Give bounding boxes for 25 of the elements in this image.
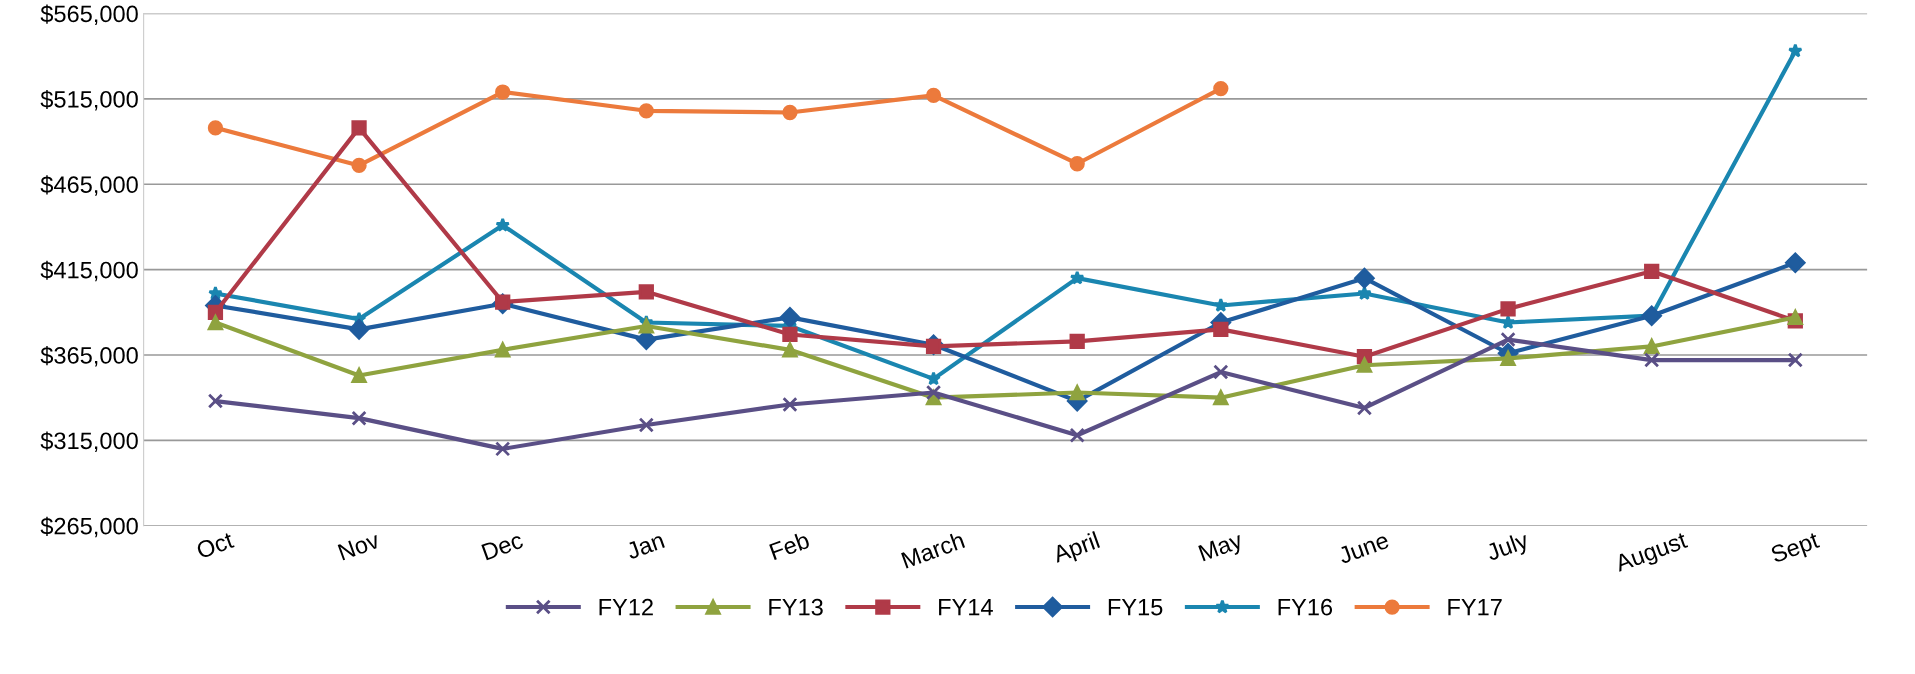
legend-label: FY17 [1448, 599, 1502, 616]
legend-label: FY14 [939, 599, 993, 616]
x-tick-label: April [1051, 531, 1102, 568]
y-tick-label: $365,000 [40, 346, 138, 367]
x-tick-label: March [900, 531, 966, 569]
x-tick-label: Jan [625, 531, 665, 560]
x-tick-label: July [1484, 530, 1532, 566]
x-tick-label: May [1198, 531, 1246, 566]
x-tick-label: Feb [768, 530, 811, 561]
y-tick-label: $265,000 [40, 516, 138, 538]
x-tick-label: August [1613, 531, 1690, 577]
y-tick-label: $465,000 [40, 175, 138, 196]
y-tick-label: $415,000 [40, 260, 138, 282]
y-tick-label: $315,000 [40, 431, 138, 452]
x-tick-label: Sept [1769, 531, 1822, 568]
x-tick-label: June [1337, 531, 1390, 565]
x-tick-label: Dec [481, 531, 524, 561]
legend-label: FY13 [769, 598, 823, 616]
x-tick-label: Nov [337, 531, 381, 561]
legend-label: FY16 [1278, 598, 1333, 616]
y-tick-label: $565,000 [40, 4, 138, 26]
y-tick-label: $515,000 [40, 89, 138, 111]
legend-label: FY15 [1108, 599, 1163, 616]
x-tick-label: Oct [195, 531, 235, 560]
legend-label: FY12 [599, 598, 653, 616]
